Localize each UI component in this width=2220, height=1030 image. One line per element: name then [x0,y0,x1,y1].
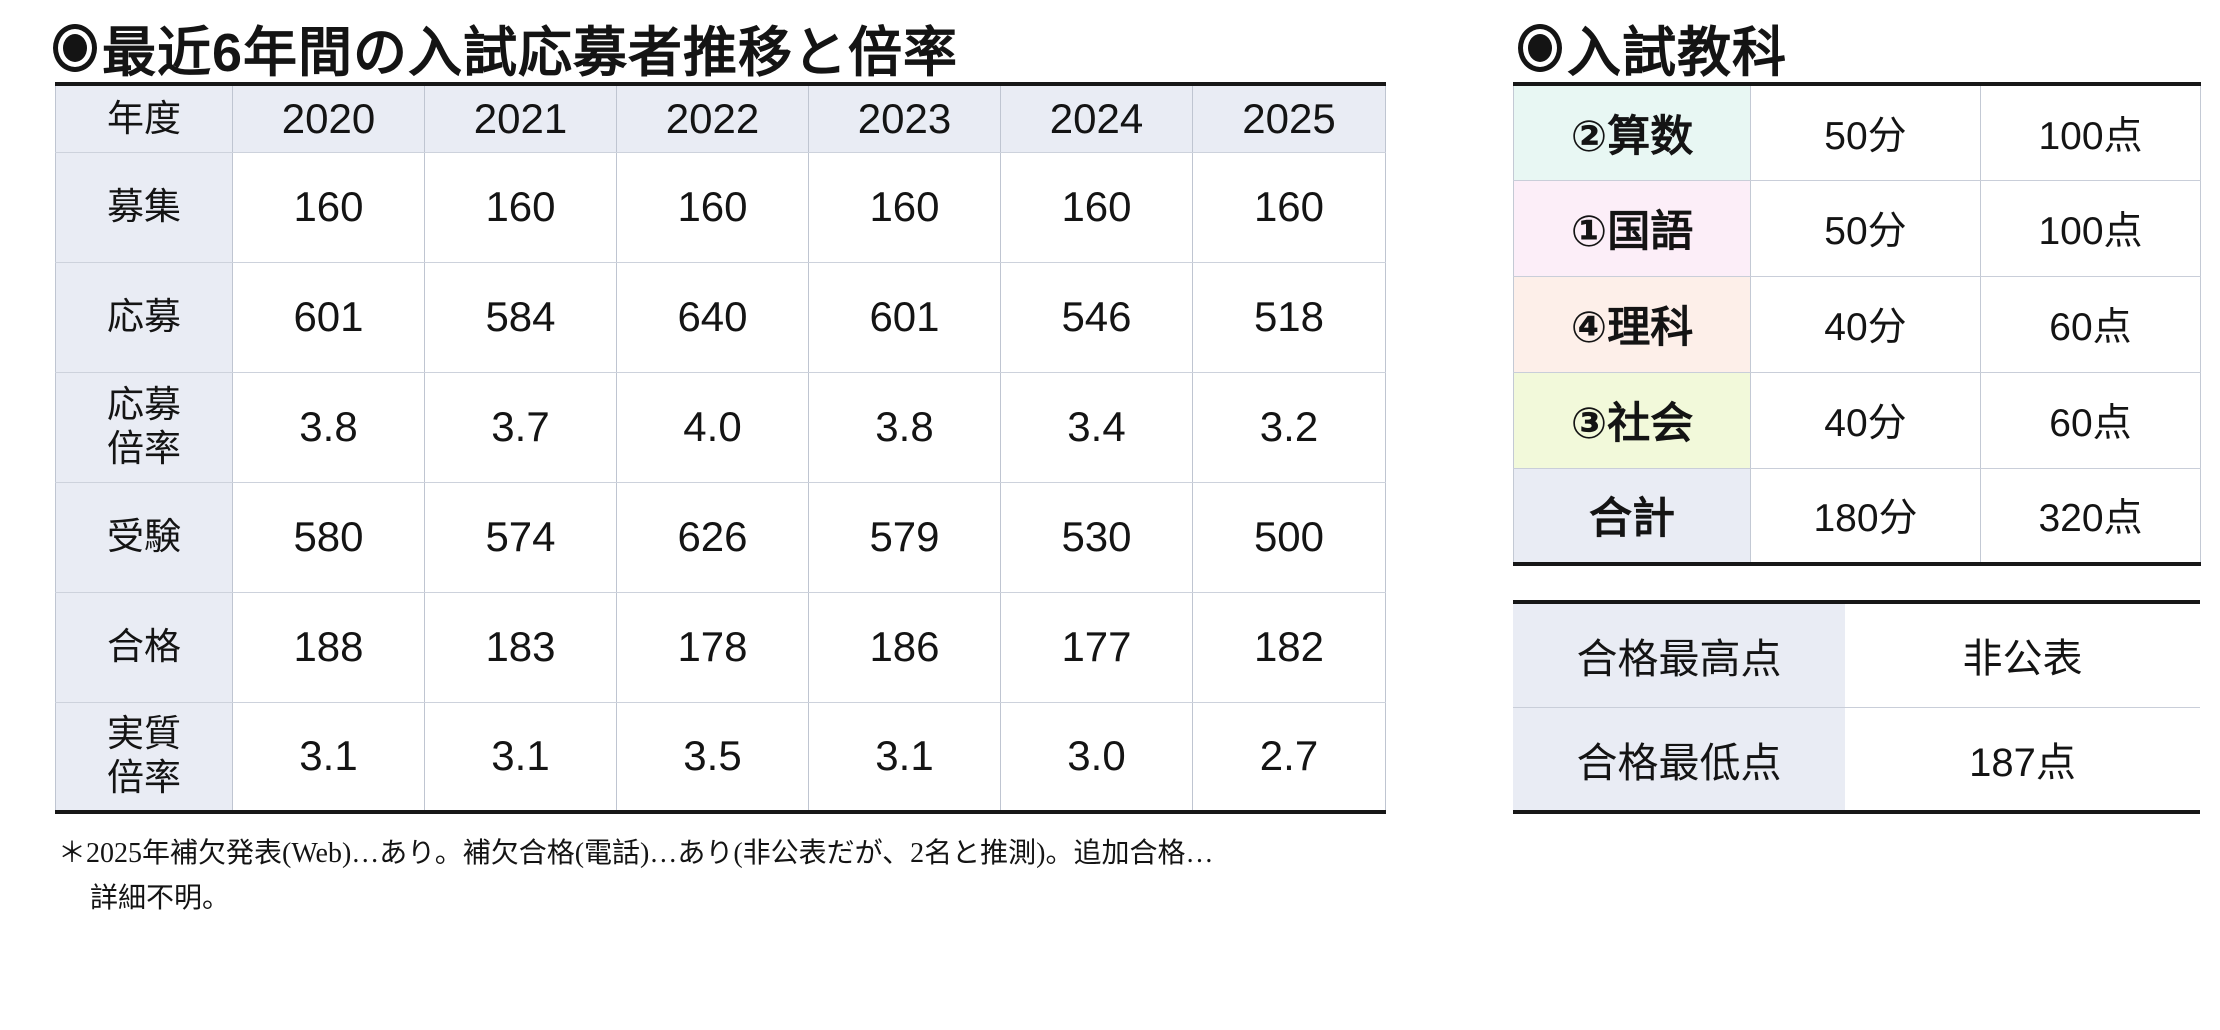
cell-value: 3.7 [424,371,617,483]
fisheye-bullet-icon [1518,23,1562,72]
cell-value: 4.0 [616,371,809,483]
cell-value: 160 [616,151,809,263]
table-row-recruitment: 募集 160 160 160 160 160 160 [55,151,1386,263]
cell-value: 160 [232,151,425,263]
admissions-header-row: 年度 2020 2021 2022 2023 2024 2025 [55,83,1386,153]
cell-value: 183 [424,591,617,703]
subject-time: 180分 [1750,467,1981,565]
cell-value: 160 [808,151,1001,263]
subject-row-total: 合計 180分 320点 [1513,467,2201,565]
row-label: 合格 [55,591,233,703]
cell-value: 188 [232,591,425,703]
footnote-line1: ＊2025年補欠発表(Web)…あり。補欠合格(電話)…あり(非公表だが、2名と… [58,838,1214,869]
year-header: 2020 [232,83,425,153]
row-label: 受験 [55,481,233,593]
subjects-title: 入試教科 [1518,8,1787,87]
cell-value: 601 [808,261,1001,373]
year-header: 2023 [808,83,1001,153]
cell-value: 530 [1000,481,1193,593]
cell-value: 574 [424,481,617,593]
subject-label: ④理科 [1513,275,1751,373]
cell-value: 3.8 [808,371,1001,483]
subjects-table: ②算数 50分 100点 ①国語 50分 100点 ④理科 40分 60点 ③社… [1513,82,2201,566]
cell-value: 3.2 [1192,371,1386,483]
footnote: ＊2025年補欠発表(Web)…あり。補欠合格(電話)…あり(非公表だが、2名と… [58,832,1418,922]
cell-value: 601 [232,261,425,373]
cell-value: 580 [232,481,425,593]
cell-value: 186 [808,591,1001,703]
cell-value: 626 [616,481,809,593]
subject-points: 100点 [1980,179,2201,277]
row-label: 募集 [55,151,233,263]
cell-value: 178 [616,591,809,703]
cell-value: 3.8 [232,371,425,483]
subject-label: ①国語 [1513,179,1751,277]
year-axis-header: 年度 [55,83,233,153]
year-header: 2022 [616,83,809,153]
subject-points: 100点 [1980,83,2201,181]
table-row-examinees: 受験 580 574 626 579 530 500 [55,481,1386,593]
cell-value: 518 [1192,261,1386,373]
cell-value: 3.0 [1000,701,1193,813]
year-header: 2024 [1000,83,1193,153]
fisheye-bullet-icon [53,23,97,72]
cell-value: 3.1 [808,701,1001,813]
cell-value: 3.4 [1000,371,1193,483]
subject-time: 50分 [1750,83,1981,181]
admissions-title: 最近6年間の入試応募者推移と倍率 [53,8,958,87]
cell-value: 3.1 [232,701,425,813]
subject-time: 50分 [1750,179,1981,277]
score-value: 非公表 [1845,601,2200,708]
score-value: 187点 [1845,706,2200,813]
admissions-title-text: 最近6年間の入試応募者推移と倍率 [102,23,959,83]
cell-value: 584 [424,261,617,373]
score-label: 合格最低点 [1513,706,1845,813]
score-table: 合格最高点 非公表 合格最低点 187点 [1513,600,2200,814]
subjects-title-text: 入試教科 [1567,23,1787,83]
cell-value: 3.5 [616,701,809,813]
cell-value: 160 [1192,151,1386,263]
subject-row-science: ④理科 40分 60点 [1513,275,2201,373]
subject-time: 40分 [1750,371,1981,469]
year-header: 2025 [1192,83,1386,153]
cell-value: 500 [1192,481,1386,593]
cell-value: 182 [1192,591,1386,703]
table-row-actual-ratio: 実質 倍率 3.1 3.1 3.5 3.1 3.0 2.7 [55,701,1386,813]
score-label: 合格最高点 [1513,601,1845,708]
row-label: 実質 倍率 [55,701,233,813]
subject-row-social: ③社会 40分 60点 [1513,371,2201,469]
subject-row-math: ②算数 50分 100点 [1513,83,2201,181]
table-row-accepted: 合格 188 183 178 186 177 182 [55,591,1386,703]
subject-label: 合計 [1513,467,1751,565]
table-row-applicants: 応募 601 584 640 601 546 518 [55,261,1386,373]
cell-value: 160 [424,151,617,263]
footnote-line2: 詳細不明。 [90,882,231,914]
subject-points: 60点 [1980,371,2201,469]
score-row-lowest: 合格最低点 187点 [1513,706,2200,813]
subject-points: 60点 [1980,275,2201,373]
row-label: 応募 倍率 [55,371,233,483]
subject-points: 320点 [1980,467,2201,565]
admissions-table: 年度 2020 2021 2022 2023 2024 2025 募集 160 … [55,82,1386,814]
cell-value: 640 [616,261,809,373]
subject-label: ③社会 [1513,371,1751,469]
score-row-highest: 合格最高点 非公表 [1513,601,2200,708]
cell-value: 2.7 [1192,701,1386,813]
cell-value: 3.1 [424,701,617,813]
cell-value: 177 [1000,591,1193,703]
subject-row-japanese: ①国語 50分 100点 [1513,179,2201,277]
table-row-application-ratio: 応募 倍率 3.8 3.7 4.0 3.8 3.4 3.2 [55,371,1386,483]
subject-time: 40分 [1750,275,1981,373]
cell-value: 546 [1000,261,1193,373]
cell-value: 160 [1000,151,1193,263]
subject-label: ②算数 [1513,83,1751,181]
cell-value: 579 [808,481,1001,593]
year-header: 2021 [424,83,617,153]
row-label: 応募 [55,261,233,373]
